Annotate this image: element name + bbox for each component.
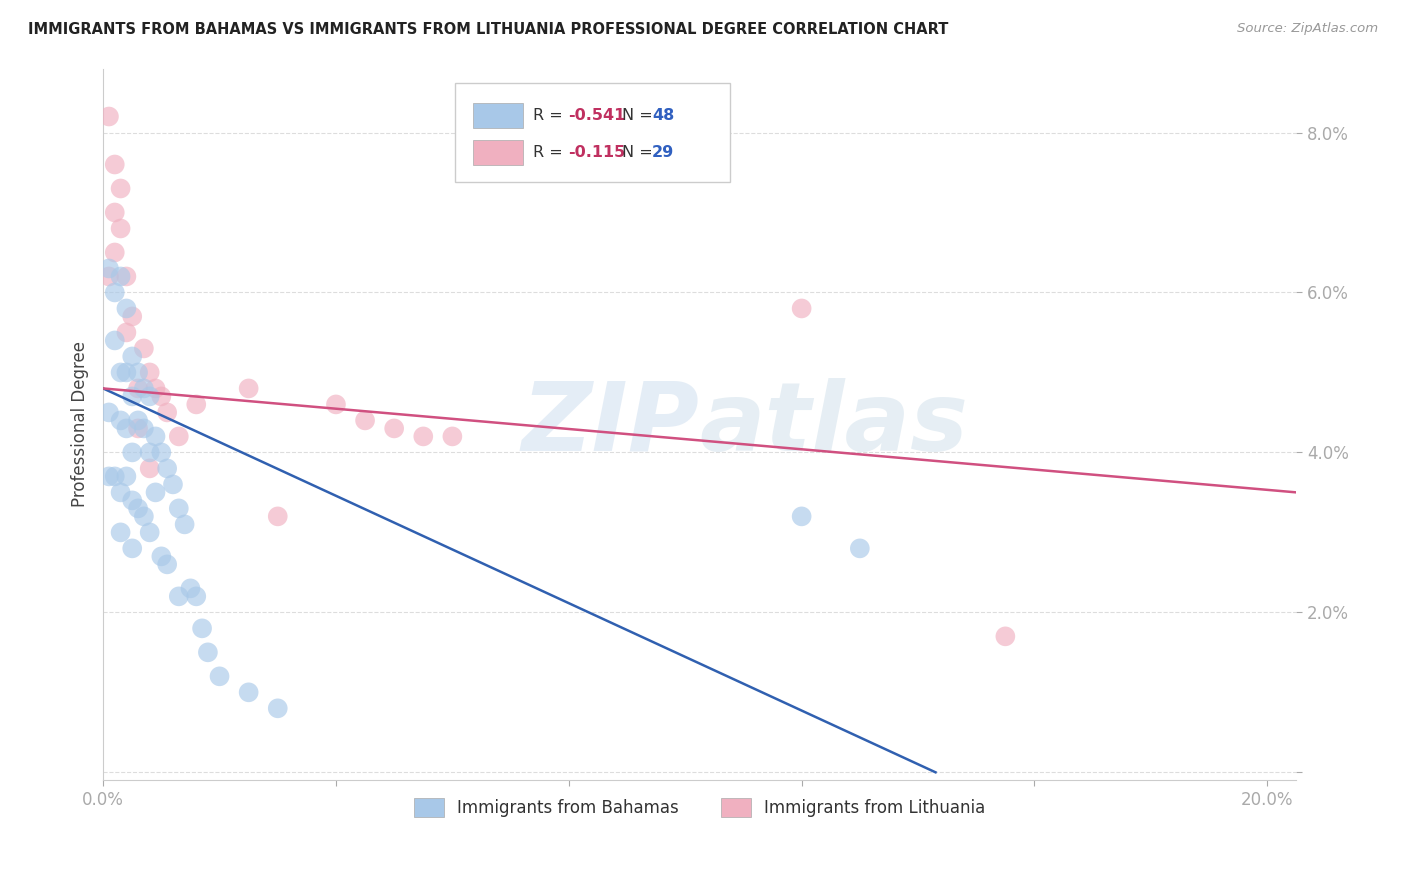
Point: [97, 261, 120, 276]
Text: -0.541: -0.541: [568, 108, 626, 123]
Point: [138, 389, 160, 403]
Point: [110, 525, 132, 540]
Point: [132, 381, 155, 395]
Point: [115, 301, 138, 316]
Point: [238, 381, 260, 395]
Point: [97, 469, 120, 483]
Point: [115, 421, 138, 435]
Point: [138, 525, 160, 540]
Point: [110, 269, 132, 284]
Point: [173, 517, 195, 532]
Point: [167, 429, 190, 443]
Text: N =: N =: [623, 108, 658, 123]
Point: [790, 509, 813, 524]
Text: -0.115: -0.115: [568, 145, 626, 160]
Point: [325, 397, 347, 411]
Point: [115, 469, 138, 483]
Point: [121, 445, 143, 459]
FancyBboxPatch shape: [472, 103, 523, 128]
Point: [145, 381, 167, 395]
Point: [97, 269, 120, 284]
Point: [208, 669, 231, 683]
Point: [994, 629, 1017, 643]
Point: [156, 461, 179, 475]
Point: [97, 110, 120, 124]
Point: [104, 205, 127, 219]
Point: [132, 342, 155, 356]
FancyBboxPatch shape: [472, 140, 523, 165]
Point: [132, 509, 155, 524]
Point: [191, 621, 214, 635]
Point: [179, 582, 201, 596]
Point: [156, 405, 179, 419]
Point: [115, 326, 138, 340]
Point: [267, 701, 290, 715]
Point: [150, 549, 173, 564]
Point: [132, 421, 155, 435]
Point: [127, 366, 149, 380]
Point: [138, 366, 160, 380]
Point: [110, 413, 132, 427]
Text: N =: N =: [623, 145, 658, 160]
FancyBboxPatch shape: [456, 83, 730, 182]
Point: [167, 501, 190, 516]
Text: R =: R =: [533, 145, 568, 160]
Point: [104, 157, 127, 171]
Point: [121, 389, 143, 403]
Point: [121, 310, 143, 324]
Point: [382, 421, 405, 435]
Point: [138, 445, 160, 459]
Point: [150, 389, 173, 403]
Point: [110, 366, 132, 380]
Point: [849, 541, 872, 556]
Text: 48: 48: [652, 108, 675, 123]
Point: [354, 413, 377, 427]
Legend: Immigrants from Bahamas, Immigrants from Lithuania: Immigrants from Bahamas, Immigrants from…: [406, 790, 994, 825]
Point: [115, 269, 138, 284]
Text: 29: 29: [652, 145, 675, 160]
Point: [127, 381, 149, 395]
Point: [267, 509, 290, 524]
Point: [145, 485, 167, 500]
Text: ZIP: ZIP: [522, 378, 700, 471]
Text: IMMIGRANTS FROM BAHAMAS VS IMMIGRANTS FROM LITHUANIA PROFESSIONAL DEGREE CORRELA: IMMIGRANTS FROM BAHAMAS VS IMMIGRANTS FR…: [28, 22, 949, 37]
Point: [441, 429, 464, 443]
Point: [104, 285, 127, 300]
Point: [186, 590, 208, 604]
Point: [150, 445, 173, 459]
Point: [790, 301, 813, 316]
Point: [412, 429, 434, 443]
Point: [127, 421, 149, 435]
Point: [156, 558, 179, 572]
Point: [115, 366, 138, 380]
Text: Source: ZipAtlas.com: Source: ZipAtlas.com: [1237, 22, 1378, 36]
Point: [162, 477, 184, 491]
Point: [197, 645, 219, 659]
Point: [238, 685, 260, 699]
Point: [97, 405, 120, 419]
Point: [145, 429, 167, 443]
Point: [110, 181, 132, 195]
Point: [121, 493, 143, 508]
Text: atlas: atlas: [700, 378, 969, 471]
Point: [121, 350, 143, 364]
Point: [104, 334, 127, 348]
Y-axis label: Professional Degree: Professional Degree: [72, 342, 89, 508]
Point: [110, 485, 132, 500]
Point: [167, 590, 190, 604]
Point: [186, 397, 208, 411]
Point: [104, 469, 127, 483]
Point: [121, 541, 143, 556]
Point: [127, 413, 149, 427]
Point: [104, 245, 127, 260]
Point: [138, 461, 160, 475]
Text: R =: R =: [533, 108, 568, 123]
Point: [127, 501, 149, 516]
Point: [110, 221, 132, 235]
